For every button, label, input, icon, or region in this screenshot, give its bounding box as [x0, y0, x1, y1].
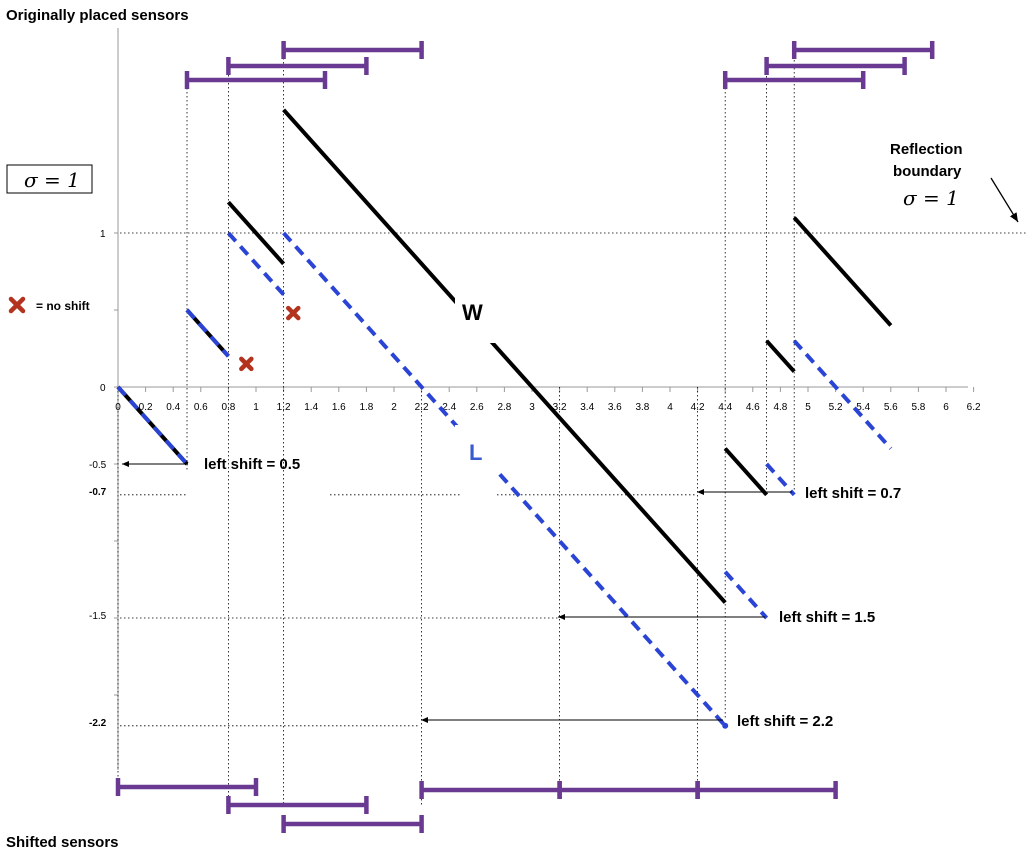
y-tick-label-neg0.7: -0.7	[89, 487, 107, 498]
original-sensor	[764, 57, 907, 75]
x-tick-label: 5	[805, 402, 811, 413]
x-tick-label: 4.8	[773, 402, 787, 413]
shifted-sensor	[115, 778, 259, 796]
x-tick-label: 5.8	[911, 402, 925, 413]
shift-label-2.2: left shift = 2.2	[737, 713, 833, 730]
y-tick-labels: 1 0 -0.5 -0.7 -1.5 -2.2	[89, 229, 107, 729]
reflection-line1: Reflection	[890, 141, 963, 158]
x-tick-label: 4.6	[746, 402, 760, 413]
l-segment	[792, 339, 893, 450]
dotted-guide-lines	[117, 52, 1026, 805]
l-segment	[723, 570, 769, 620]
w-curve-segments	[116, 108, 893, 604]
shifted-sensor	[226, 796, 369, 814]
l-end-dot	[722, 722, 729, 729]
x-tick-label: 6.2	[967, 402, 981, 413]
w-curve-label: W	[462, 300, 483, 325]
original-sensor	[226, 57, 369, 75]
w-segment	[765, 339, 796, 373]
no-shift-marker	[239, 356, 254, 372]
x-tick-label: 1.8	[359, 402, 373, 413]
no-shift-marker	[286, 305, 301, 321]
x-tick-label: 2.4	[442, 402, 456, 413]
no-shift-marker-icon	[8, 296, 26, 314]
y-tick-marks	[114, 232, 118, 696]
shift-label-1.5: left shift = 1.5	[779, 609, 875, 626]
l-segment	[282, 231, 727, 728]
l-curve-label: L	[469, 440, 482, 465]
reflection-arrow	[990, 177, 1019, 223]
original-sensor	[281, 41, 424, 59]
x-tick-label: 3.8	[635, 402, 649, 413]
sigma-box-text: σ = 1	[24, 168, 80, 192]
x-tick-label: 3	[529, 402, 535, 413]
title-shifted-sensors: Shifted sensors	[6, 834, 119, 851]
title-originally-placed-sensors: Originally placed sensors	[6, 7, 189, 24]
y-tick-label-0: 0	[100, 383, 106, 394]
shift-arrows	[122, 461, 792, 723]
shifted-sensors	[115, 778, 838, 833]
y-tick-label-neg0.5: -0.5	[89, 460, 107, 471]
y-tick-label-neg1.5: -1.5	[89, 611, 107, 622]
x-tick-label: 2.6	[470, 402, 484, 413]
x-tick-label: 2.8	[497, 402, 511, 413]
x-tick-label: 6	[943, 402, 949, 413]
shifted-sensor	[695, 781, 838, 799]
y-tick-label-1: 1	[100, 229, 106, 240]
x-tick-label: 1.6	[332, 402, 346, 413]
w-segment	[116, 385, 189, 466]
l-segment	[185, 308, 230, 358]
x-tick-marks	[117, 387, 975, 392]
w-segment	[792, 216, 893, 327]
w-segment	[723, 447, 769, 497]
l-segment	[765, 462, 796, 497]
x-tick-label: 5.4	[856, 402, 870, 413]
original-sensor	[184, 71, 328, 89]
shifted-sensor	[557, 781, 700, 799]
original-sensor	[722, 71, 866, 89]
shifted-sensor	[419, 781, 562, 799]
y-tick-label-neg2.2: -2.2	[89, 718, 107, 729]
x-tick-label: 4.4	[718, 402, 732, 413]
sigma-box	[6, 164, 93, 194]
reflection-line2: boundary	[893, 163, 962, 180]
x-tick-label: 4	[667, 402, 673, 413]
x-tick-label: 0.2	[139, 402, 153, 413]
l-segment	[226, 231, 286, 296]
x-tick-label: 3.4	[580, 402, 594, 413]
x-tick-label: 5.2	[829, 402, 843, 413]
x-tick-label: 1.4	[304, 402, 318, 413]
x-tick-label: 3.6	[608, 402, 622, 413]
x-tick-label: 2	[391, 402, 397, 413]
x-tick-label: 1	[253, 402, 259, 413]
l-curve-segments	[116, 231, 893, 729]
x-tick-label: 0.6	[194, 402, 208, 413]
shifted-sensor	[281, 815, 424, 833]
legend-no-shift-text: = no shift	[36, 299, 90, 313]
no-shift-markers	[239, 305, 301, 372]
reflection-sigma: σ = 1	[903, 186, 959, 210]
x-tick-label: 5.6	[884, 402, 898, 413]
w-segment	[226, 200, 286, 266]
original-sensors	[184, 41, 935, 89]
legend-no-shift: = no shift	[8, 296, 90, 314]
x-tick-label: 0.4	[166, 402, 180, 413]
original-sensor	[791, 41, 935, 59]
shift-label-0.7: left shift = 0.7	[805, 485, 901, 502]
shift-label-0.5: left shift = 0.5	[204, 456, 300, 473]
w-segment	[282, 108, 727, 604]
